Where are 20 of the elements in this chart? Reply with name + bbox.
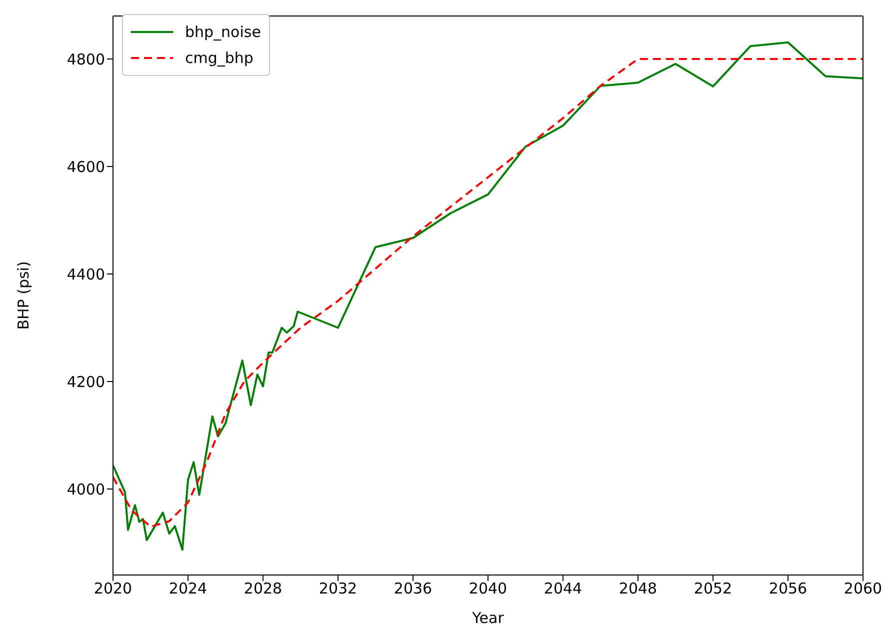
y-tick-label: 4800 (66, 50, 105, 68)
x-tick-label: 2024 (168, 580, 208, 598)
x-tick-label: 2036 (394, 580, 432, 598)
y-tick-label: 4000 (66, 480, 105, 498)
y-tick-label: 4600 (66, 158, 105, 176)
legend-label: cmg_bhp (185, 49, 254, 67)
legend-label: bhp_noise (185, 23, 261, 41)
x-tick-label: 2020 (94, 580, 132, 598)
y-tick-label: 4200 (66, 372, 105, 391)
x-tick-label: 2040 (468, 580, 508, 598)
x-axis-title: Year (471, 609, 505, 627)
x-tick-label: 2028 (244, 580, 282, 598)
y-tick-label: 4400 (66, 265, 105, 284)
x-tick-label: 2044 (544, 580, 582, 598)
x-tick-label: 2060 (844, 580, 882, 598)
y-axis-title: BHP (psi) (14, 261, 32, 330)
x-tick-label: 2056 (768, 580, 808, 598)
x-tick-label: 2048 (618, 580, 658, 598)
x-tick-label: 2032 (318, 580, 358, 598)
x-tick-label: 2052 (694, 580, 732, 598)
